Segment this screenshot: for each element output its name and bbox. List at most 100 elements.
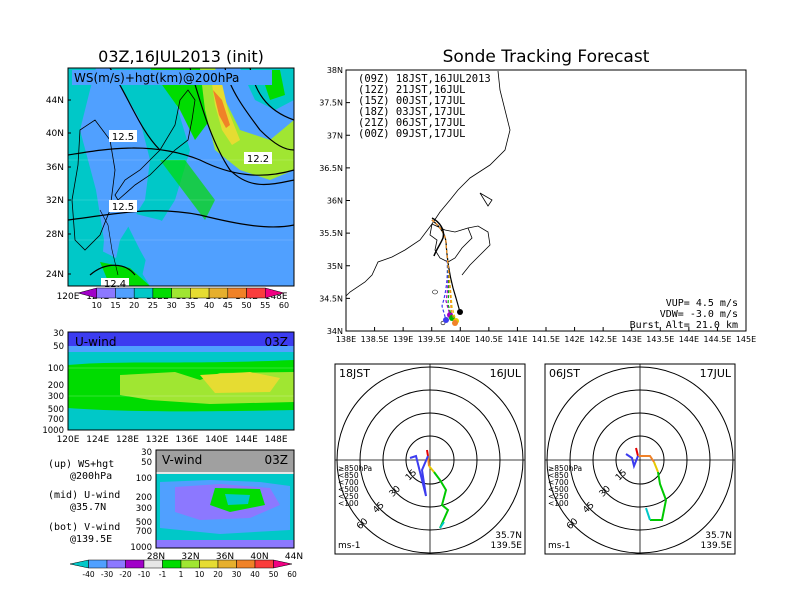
ws-colorbar: 10 15 20 25 30 35 40 45 50 55 60	[77, 287, 289, 310]
pressure-label: 100	[136, 474, 152, 484]
colorbar-cell	[254, 559, 274, 569]
lat-label: 40N	[46, 129, 64, 139]
colorbar-label: 10	[92, 301, 102, 310]
hodo-time: 06JST	[549, 367, 580, 380]
hodo-level-label: <700	[338, 478, 359, 487]
hodo-trace	[645, 507, 651, 521]
hodo-level-label: <250	[338, 492, 359, 501]
colorbar-label: 20	[213, 570, 223, 579]
colorbar-cell	[96, 287, 116, 299]
colorbar-cell	[106, 559, 126, 569]
lat-label: 32N	[181, 552, 199, 562]
hodo-level-label: <700	[548, 478, 569, 487]
hodo-level-label: <500	[338, 485, 359, 494]
v-wind-title: V-wind	[162, 453, 202, 467]
legend-mid: (mid) U-wind	[48, 490, 120, 501]
left-title: 03Z,16JUL2013 (init)	[98, 47, 264, 66]
lat-label: 44N	[285, 552, 303, 562]
sonde-track	[431, 219, 456, 324]
hodo-lon: 139.5E	[491, 541, 523, 551]
colorbar-cell	[208, 287, 229, 299]
colorbar-label: 30	[167, 301, 177, 310]
hodo-trace	[433, 471, 450, 529]
lon-label: 132E	[146, 435, 169, 445]
hodo-time: 18JST	[339, 367, 370, 380]
hodo-lat: 35.7N	[495, 531, 522, 541]
hodo-level-label: ≥850hPa	[548, 464, 582, 473]
lon-label: 140E	[450, 335, 470, 344]
colorbar-cell	[273, 559, 293, 569]
u-wind-title: U-wind	[75, 335, 116, 349]
flight-info: VUP= 4.5 m/s VDW= -3.0 m/s Burst Alt= 21…	[630, 298, 738, 331]
pressure-label: 700	[136, 527, 152, 537]
legend-mid-level: @35.7N	[70, 502, 106, 513]
ws-map-label: WS(m/s)+hgt(km)@200hPa	[74, 71, 239, 85]
uv-colorbar: -40 -30 -20 -10 -1 1 10 20 30 40 50 60	[69, 559, 297, 579]
hodo-trace	[625, 453, 639, 470]
colorbar-cell	[199, 559, 219, 569]
hodo-unit: ms-1	[548, 541, 570, 551]
lon-label: 124E	[86, 435, 109, 445]
sonde-track-ascent	[431, 217, 445, 257]
hodo-trace	[409, 454, 429, 497]
legend-up-level: @200hPa	[70, 471, 112, 482]
lon-label: 144E	[235, 435, 258, 445]
sonde-landing-point	[457, 309, 463, 315]
colorbar-label: 15	[110, 301, 120, 310]
lon-label: 148E	[265, 292, 288, 302]
lat-label: 36N	[216, 552, 234, 562]
pressure-label: 300	[136, 504, 152, 514]
lon-label: 138E	[336, 335, 356, 344]
pressure-label: 200	[136, 493, 152, 503]
lat-label: 34.5N	[319, 294, 343, 303]
lon-label: 139.5E	[418, 335, 446, 344]
lon-label: 144E	[679, 335, 699, 344]
sonde-landing-point	[443, 317, 449, 323]
lon-label: 142E	[564, 335, 584, 344]
hodo-trace	[653, 461, 659, 473]
colorbar-cell	[190, 287, 210, 299]
hodo-trace	[439, 521, 445, 529]
colorbar-label: 60	[287, 570, 297, 579]
hodo-trace	[635, 447, 639, 457]
lon-label: 136E	[176, 435, 199, 445]
lat-label: 36N	[46, 163, 64, 173]
pressure-label: 1000	[42, 426, 64, 436]
run-legend-item: (09Z) 18JST,16JUL2013	[358, 73, 491, 85]
lat-label: 28N	[147, 552, 165, 562]
hodo-level-label: <500	[548, 485, 569, 494]
panel-legend: (up) WS+hgt @200hPa (mid) U-wind @35.7N …	[48, 459, 120, 545]
colorbar-label: 40	[250, 570, 260, 579]
hodo-level-label: <100	[338, 499, 359, 508]
hodo-unit: ms-1	[338, 541, 360, 551]
hodo-level-label: <850	[548, 471, 569, 480]
u-wind-time: 03Z	[265, 335, 289, 349]
run-legend-item: (00Z) 09JST,17JUL	[358, 128, 465, 140]
colorbar-label: 20	[129, 301, 139, 310]
sonde-landing-point	[452, 320, 458, 326]
lat-label: 35.5N	[319, 229, 343, 238]
colorbar-cell	[246, 287, 266, 299]
colorbar-cell	[152, 287, 172, 299]
colorbar-label: -10	[138, 570, 150, 579]
lat-label: 37.5N	[319, 99, 343, 108]
run-legend-item: (12Z) 21JST,16JUL	[358, 84, 465, 96]
sonde-tracks	[431, 217, 463, 326]
colorbar-cell	[125, 559, 145, 569]
lon-label: 145E	[736, 335, 756, 344]
ws-map: 12.5 12.2 12.5 12.4 WS(m/s)+hgt(km)@200h…	[46, 67, 295, 302]
colorbar-cell	[227, 287, 247, 299]
contour-label: 12.4	[104, 279, 126, 290]
lon-label: 142.5E	[589, 335, 617, 344]
hodo-lat: 35.7N	[705, 531, 732, 541]
colorbar-label: 25	[148, 301, 158, 310]
hodo-trace	[638, 455, 655, 463]
lat-label: 37N	[327, 131, 343, 140]
colorbar-label: 50	[241, 301, 251, 310]
lon-label: 144.5E	[703, 335, 731, 344]
pressure-label: 100	[48, 364, 64, 374]
colorbar-cell	[217, 559, 237, 569]
